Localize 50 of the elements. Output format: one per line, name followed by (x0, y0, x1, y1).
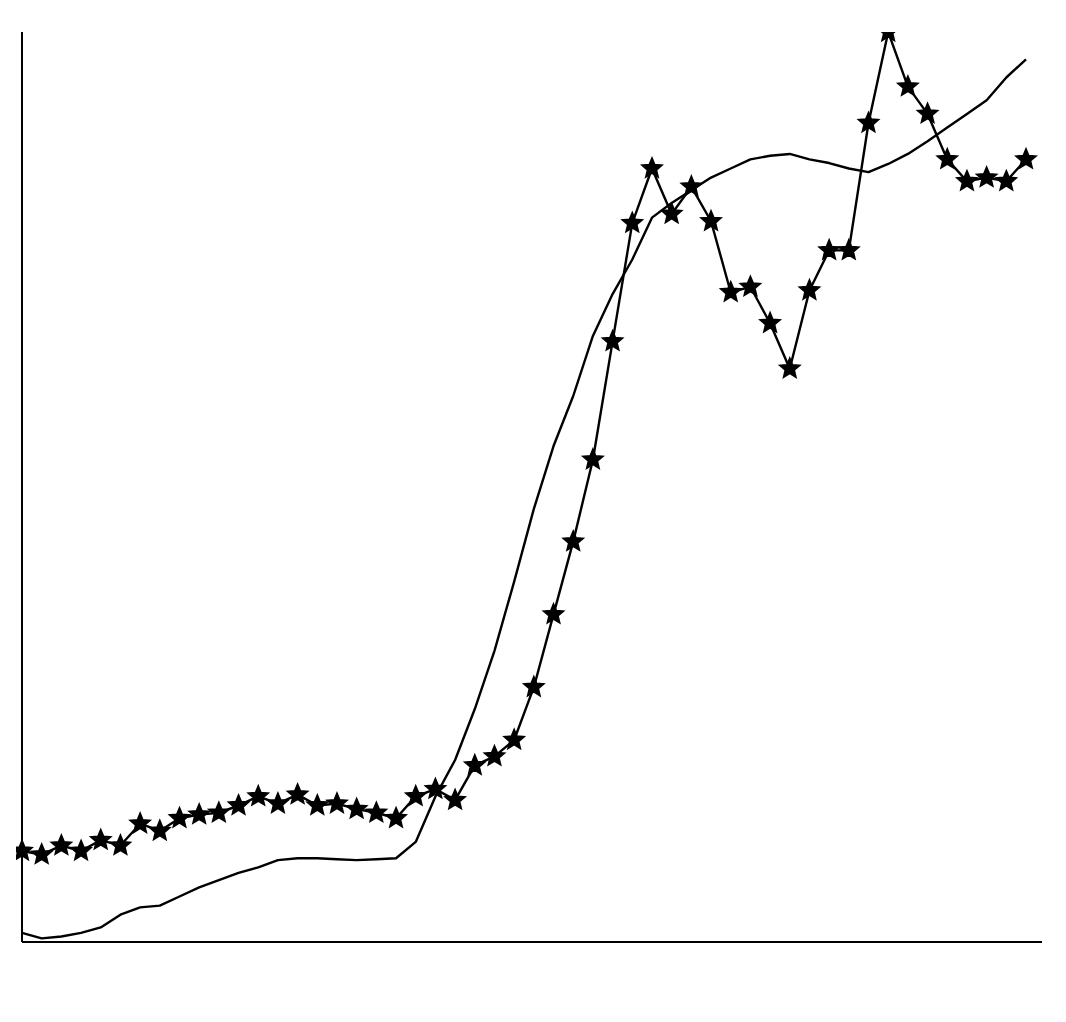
point (897, 75, 919, 96)
point (424, 778, 446, 799)
point (602, 330, 624, 351)
point (464, 754, 486, 775)
point (208, 801, 230, 822)
point (444, 789, 466, 810)
point (621, 212, 643, 233)
point (346, 798, 368, 819)
point (503, 728, 525, 750)
point (188, 803, 210, 824)
point (739, 275, 761, 296)
point (936, 148, 958, 169)
point (228, 794, 250, 815)
point (720, 281, 742, 302)
point (956, 170, 978, 191)
point (109, 834, 131, 855)
point (31, 843, 53, 864)
point (306, 794, 328, 815)
point (995, 170, 1017, 191)
point (680, 175, 702, 196)
point (976, 166, 998, 187)
point (385, 807, 407, 828)
point (858, 112, 880, 133)
point (70, 840, 92, 861)
point (700, 210, 722, 231)
point (798, 279, 820, 300)
point (287, 783, 309, 804)
point (365, 801, 387, 822)
point (543, 603, 565, 624)
point (523, 676, 545, 697)
point (917, 102, 939, 123)
point (562, 530, 584, 551)
point (759, 312, 781, 333)
point (247, 785, 269, 806)
point (267, 792, 289, 813)
point (641, 157, 663, 178)
point (661, 203, 683, 224)
point (779, 357, 801, 378)
point (129, 812, 151, 833)
point (838, 239, 860, 260)
point (582, 448, 604, 469)
point (405, 785, 427, 806)
point (1015, 148, 1037, 169)
point (326, 792, 348, 813)
point (483, 745, 505, 766)
point (90, 829, 112, 850)
point (50, 834, 72, 855)
point (149, 819, 171, 841)
point (168, 807, 190, 828)
point (818, 239, 840, 260)
